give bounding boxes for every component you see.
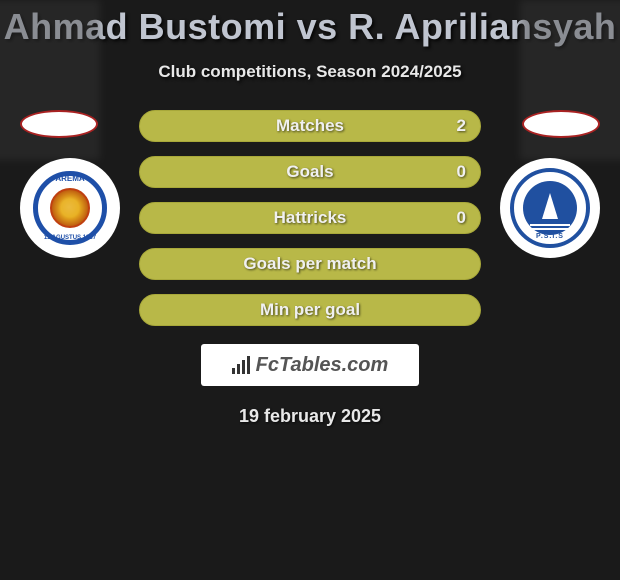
stat-row-gpm: Goals per match [139,248,481,280]
crest-arema: AREMA 11 AGUSTUS 1987 [33,171,107,245]
stat-label: Min per goal [260,300,360,320]
crest-right-name: P.S.I.S [514,233,586,240]
crest-right-waves [530,224,570,230]
stat-label: Hattricks [274,208,347,228]
crest-right-ring [523,181,577,235]
comparison-area: AREMA 11 AGUSTUS 1987 P.S.I.S Matches 2 … [0,110,620,427]
stat-rows: Matches 2 Goals 0 Hattricks 0 Goals per … [139,110,481,326]
stat-row-goals: Goals 0 [139,156,481,188]
stat-row-mpg: Min per goal [139,294,481,326]
crest-left-emblem [50,188,90,228]
country-flag-right [522,110,600,138]
brand-box: FcTables.com [201,344,419,386]
brand-text: FcTables.com [256,354,389,377]
club-crest-right: P.S.I.S [500,158,600,258]
stat-label: Goals [286,162,333,182]
stat-value-right: 2 [457,116,466,136]
brand-bars-icon [232,356,250,374]
stat-label: Goals per match [243,254,376,274]
crest-psis: P.S.I.S [510,168,590,248]
stat-row-matches: Matches 2 [139,110,481,142]
stat-value-right: 0 [457,162,466,182]
club-crest-left: AREMA 11 AGUSTUS 1987 [20,158,120,258]
country-flag-left [20,110,98,138]
stat-label: Matches [276,116,344,136]
crest-left-sub: 11 AGUSTUS 1987 [38,235,102,241]
stat-value-right: 0 [457,208,466,228]
date-line: 19 february 2025 [0,406,620,427]
crest-left-name: AREMA [38,174,102,183]
stat-row-hattricks: Hattricks 0 [139,202,481,234]
crest-right-monument [542,193,558,219]
